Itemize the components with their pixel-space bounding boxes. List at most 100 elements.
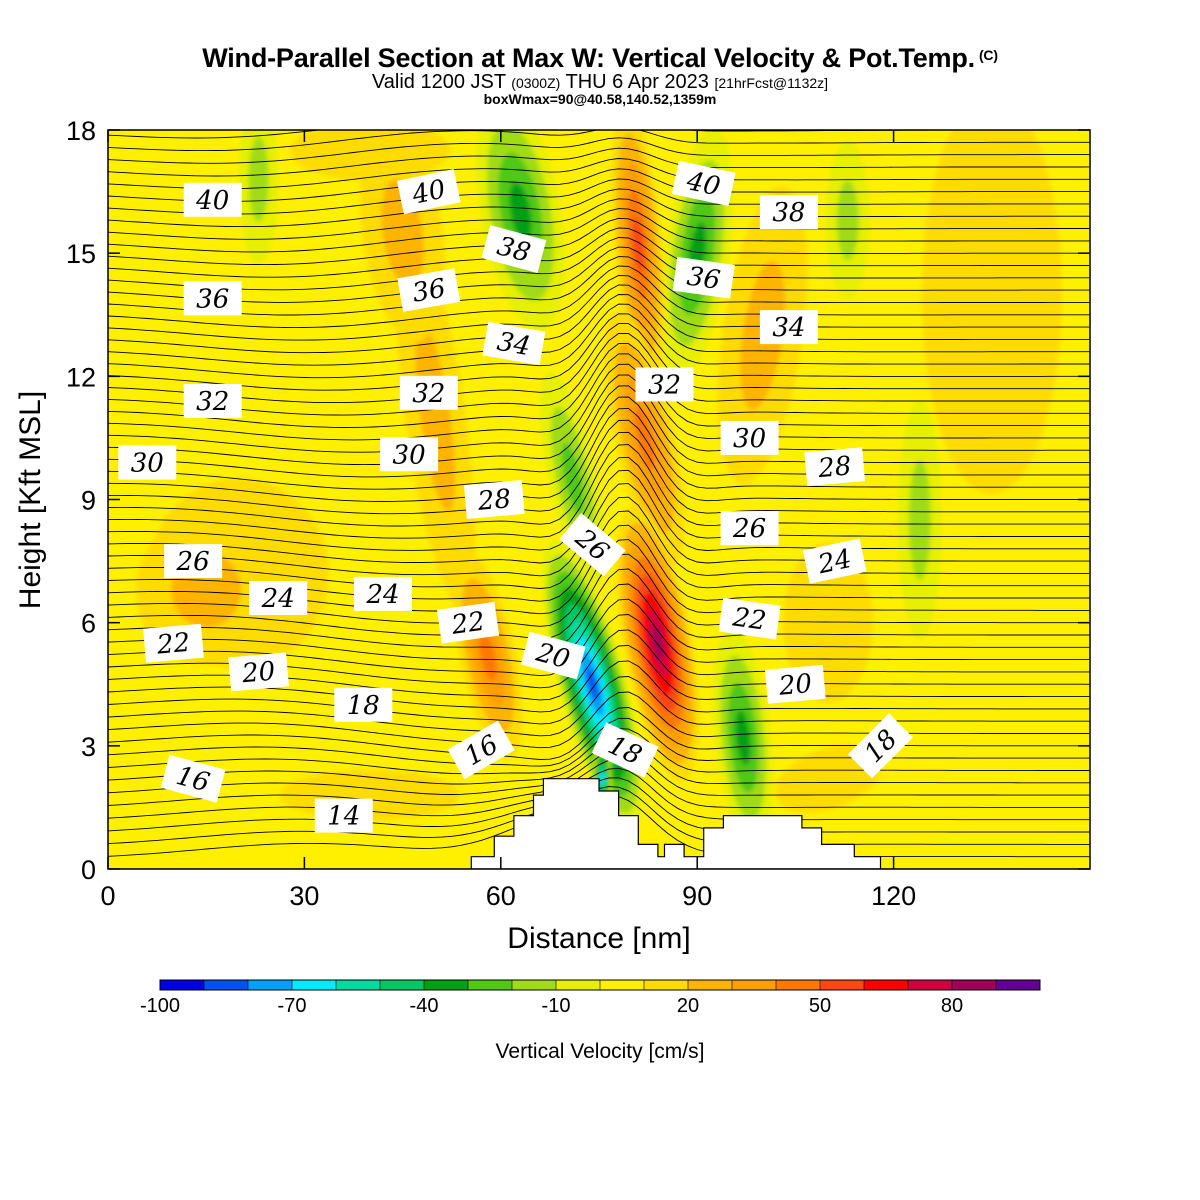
theta-label-box xyxy=(720,420,779,455)
x-tick-label: 60 xyxy=(486,881,516,911)
theta-label: 38 xyxy=(759,195,818,230)
theta-contour-line xyxy=(108,483,1090,577)
theta-label-text: 18 xyxy=(347,691,380,721)
theta-contour-line xyxy=(108,407,1090,502)
theta-label-box xyxy=(447,720,515,780)
theta-contour-line xyxy=(108,303,1090,379)
colorbar-tick-label: -10 xyxy=(542,995,571,1017)
theta-label-box xyxy=(397,268,461,312)
theta-label: 24 xyxy=(354,576,412,611)
y-tick-label: 15 xyxy=(66,239,96,269)
colorbar-swatch xyxy=(204,980,249,990)
colorbar-swatch xyxy=(644,980,689,990)
field-warm-region xyxy=(775,744,881,813)
theta-contour-line xyxy=(108,431,1090,527)
colorbar-tick-label: -40 xyxy=(410,995,439,1017)
colorbar-swatch xyxy=(336,980,381,990)
theta-label-box xyxy=(334,687,393,722)
theta-label-text: 26 xyxy=(732,514,766,544)
theta-label-box xyxy=(314,798,373,833)
theta-label-text: 24 xyxy=(261,584,295,614)
theta-contour-line xyxy=(108,198,1090,240)
theta-label-text: 20 xyxy=(777,669,814,702)
theta-label: 24 xyxy=(802,538,867,584)
theta-label-box xyxy=(183,182,242,217)
theta-label-text: 36 xyxy=(196,284,229,314)
theta-label: 22 xyxy=(143,623,204,663)
theta-contour-line xyxy=(108,265,1090,329)
theta-contour-line xyxy=(108,660,1090,725)
theta-contour-line xyxy=(108,583,1090,664)
colorbar-swatch xyxy=(380,980,425,990)
theta-label-box xyxy=(380,437,439,472)
theta-label-box xyxy=(804,447,866,487)
theta-contour-line xyxy=(108,374,1090,466)
colorbar-tick-label: 80 xyxy=(941,995,963,1017)
forecast-info: [21hrFcst@1132z] xyxy=(714,75,829,91)
theta-contour-line xyxy=(108,343,1090,428)
theta-label: 16 xyxy=(160,754,226,803)
theta-contour-line xyxy=(108,147,1090,177)
field-downdraft-region xyxy=(897,400,942,641)
theta-label-text: 34 xyxy=(772,313,805,343)
theta-label-text: 22 xyxy=(449,607,487,641)
theta-label-text: 40 xyxy=(683,166,723,202)
theta-label-text: 30 xyxy=(131,449,164,479)
terrain-fill xyxy=(108,778,1090,869)
theta-contour-line xyxy=(108,237,1090,291)
colorbar-swatch xyxy=(424,980,469,990)
theta-label: 22 xyxy=(437,601,500,644)
theta-contour-line xyxy=(108,284,1090,354)
y-tick-label: 18 xyxy=(66,116,96,146)
theta-label-text: 30 xyxy=(733,424,766,454)
theta-label-text: 24 xyxy=(365,580,399,610)
theta-label: 28 xyxy=(804,447,866,487)
theta-contour-line xyxy=(108,178,1090,215)
y-axis-title: Height [Kft MSL] xyxy=(14,391,47,609)
x-tick-label: 30 xyxy=(289,881,319,911)
theta-contour-line xyxy=(108,275,1090,341)
colorbar-swatch xyxy=(908,980,953,990)
theta-label-box xyxy=(765,664,826,704)
theta-label-box xyxy=(802,538,867,584)
theta-label-text: 24 xyxy=(815,544,855,580)
copyright-mark: (C) xyxy=(978,47,998,63)
colorbar-swatch xyxy=(776,980,821,990)
theta-label: 26 xyxy=(559,513,626,577)
theta-label-text: 30 xyxy=(393,440,426,470)
colorbar-swatch xyxy=(600,980,645,990)
colorbar-swatch xyxy=(732,980,777,990)
theta-label: 38 xyxy=(481,225,547,274)
theta-contour-labels: 40 40 40 38 38 36 36 36 34 34 32 32 32 30 30 30 28 28 26 26… xyxy=(118,160,914,833)
theta-label: 14 xyxy=(314,798,373,833)
theta-contour-line xyxy=(108,553,1090,640)
theta-label-box xyxy=(847,713,914,779)
theta-label-box xyxy=(520,631,586,680)
theta-label-text: 36 xyxy=(685,262,722,296)
theta-label-text: 40 xyxy=(409,174,449,210)
theta-label-box xyxy=(672,256,735,299)
theta-label-box xyxy=(354,576,412,611)
theta-label: 30 xyxy=(720,420,779,455)
theta-contour-line xyxy=(108,396,1090,490)
theta-contour-line xyxy=(108,333,1090,416)
theta-contour-line xyxy=(108,158,1090,190)
theta-contour-line xyxy=(108,385,1090,478)
theta-label-text: 20 xyxy=(240,657,277,690)
theta-label: 40 xyxy=(183,182,242,217)
colorbar-swatch xyxy=(160,980,205,990)
theta-contour-line xyxy=(108,227,1090,278)
valid-time: Valid 1200 JST xyxy=(371,71,506,93)
theta-label-box xyxy=(591,722,659,778)
colorbar-swatch xyxy=(512,980,557,990)
theta-label: 36 xyxy=(183,281,242,316)
valid-date: THU 6 Apr 2023 xyxy=(565,71,709,93)
field-warm-region xyxy=(783,542,874,703)
theta-label: 32 xyxy=(399,375,458,410)
theta-contour-line xyxy=(108,323,1090,404)
theta-label: 20 xyxy=(520,631,586,680)
theta-label-box xyxy=(720,511,779,546)
theta-label-box xyxy=(183,384,242,418)
